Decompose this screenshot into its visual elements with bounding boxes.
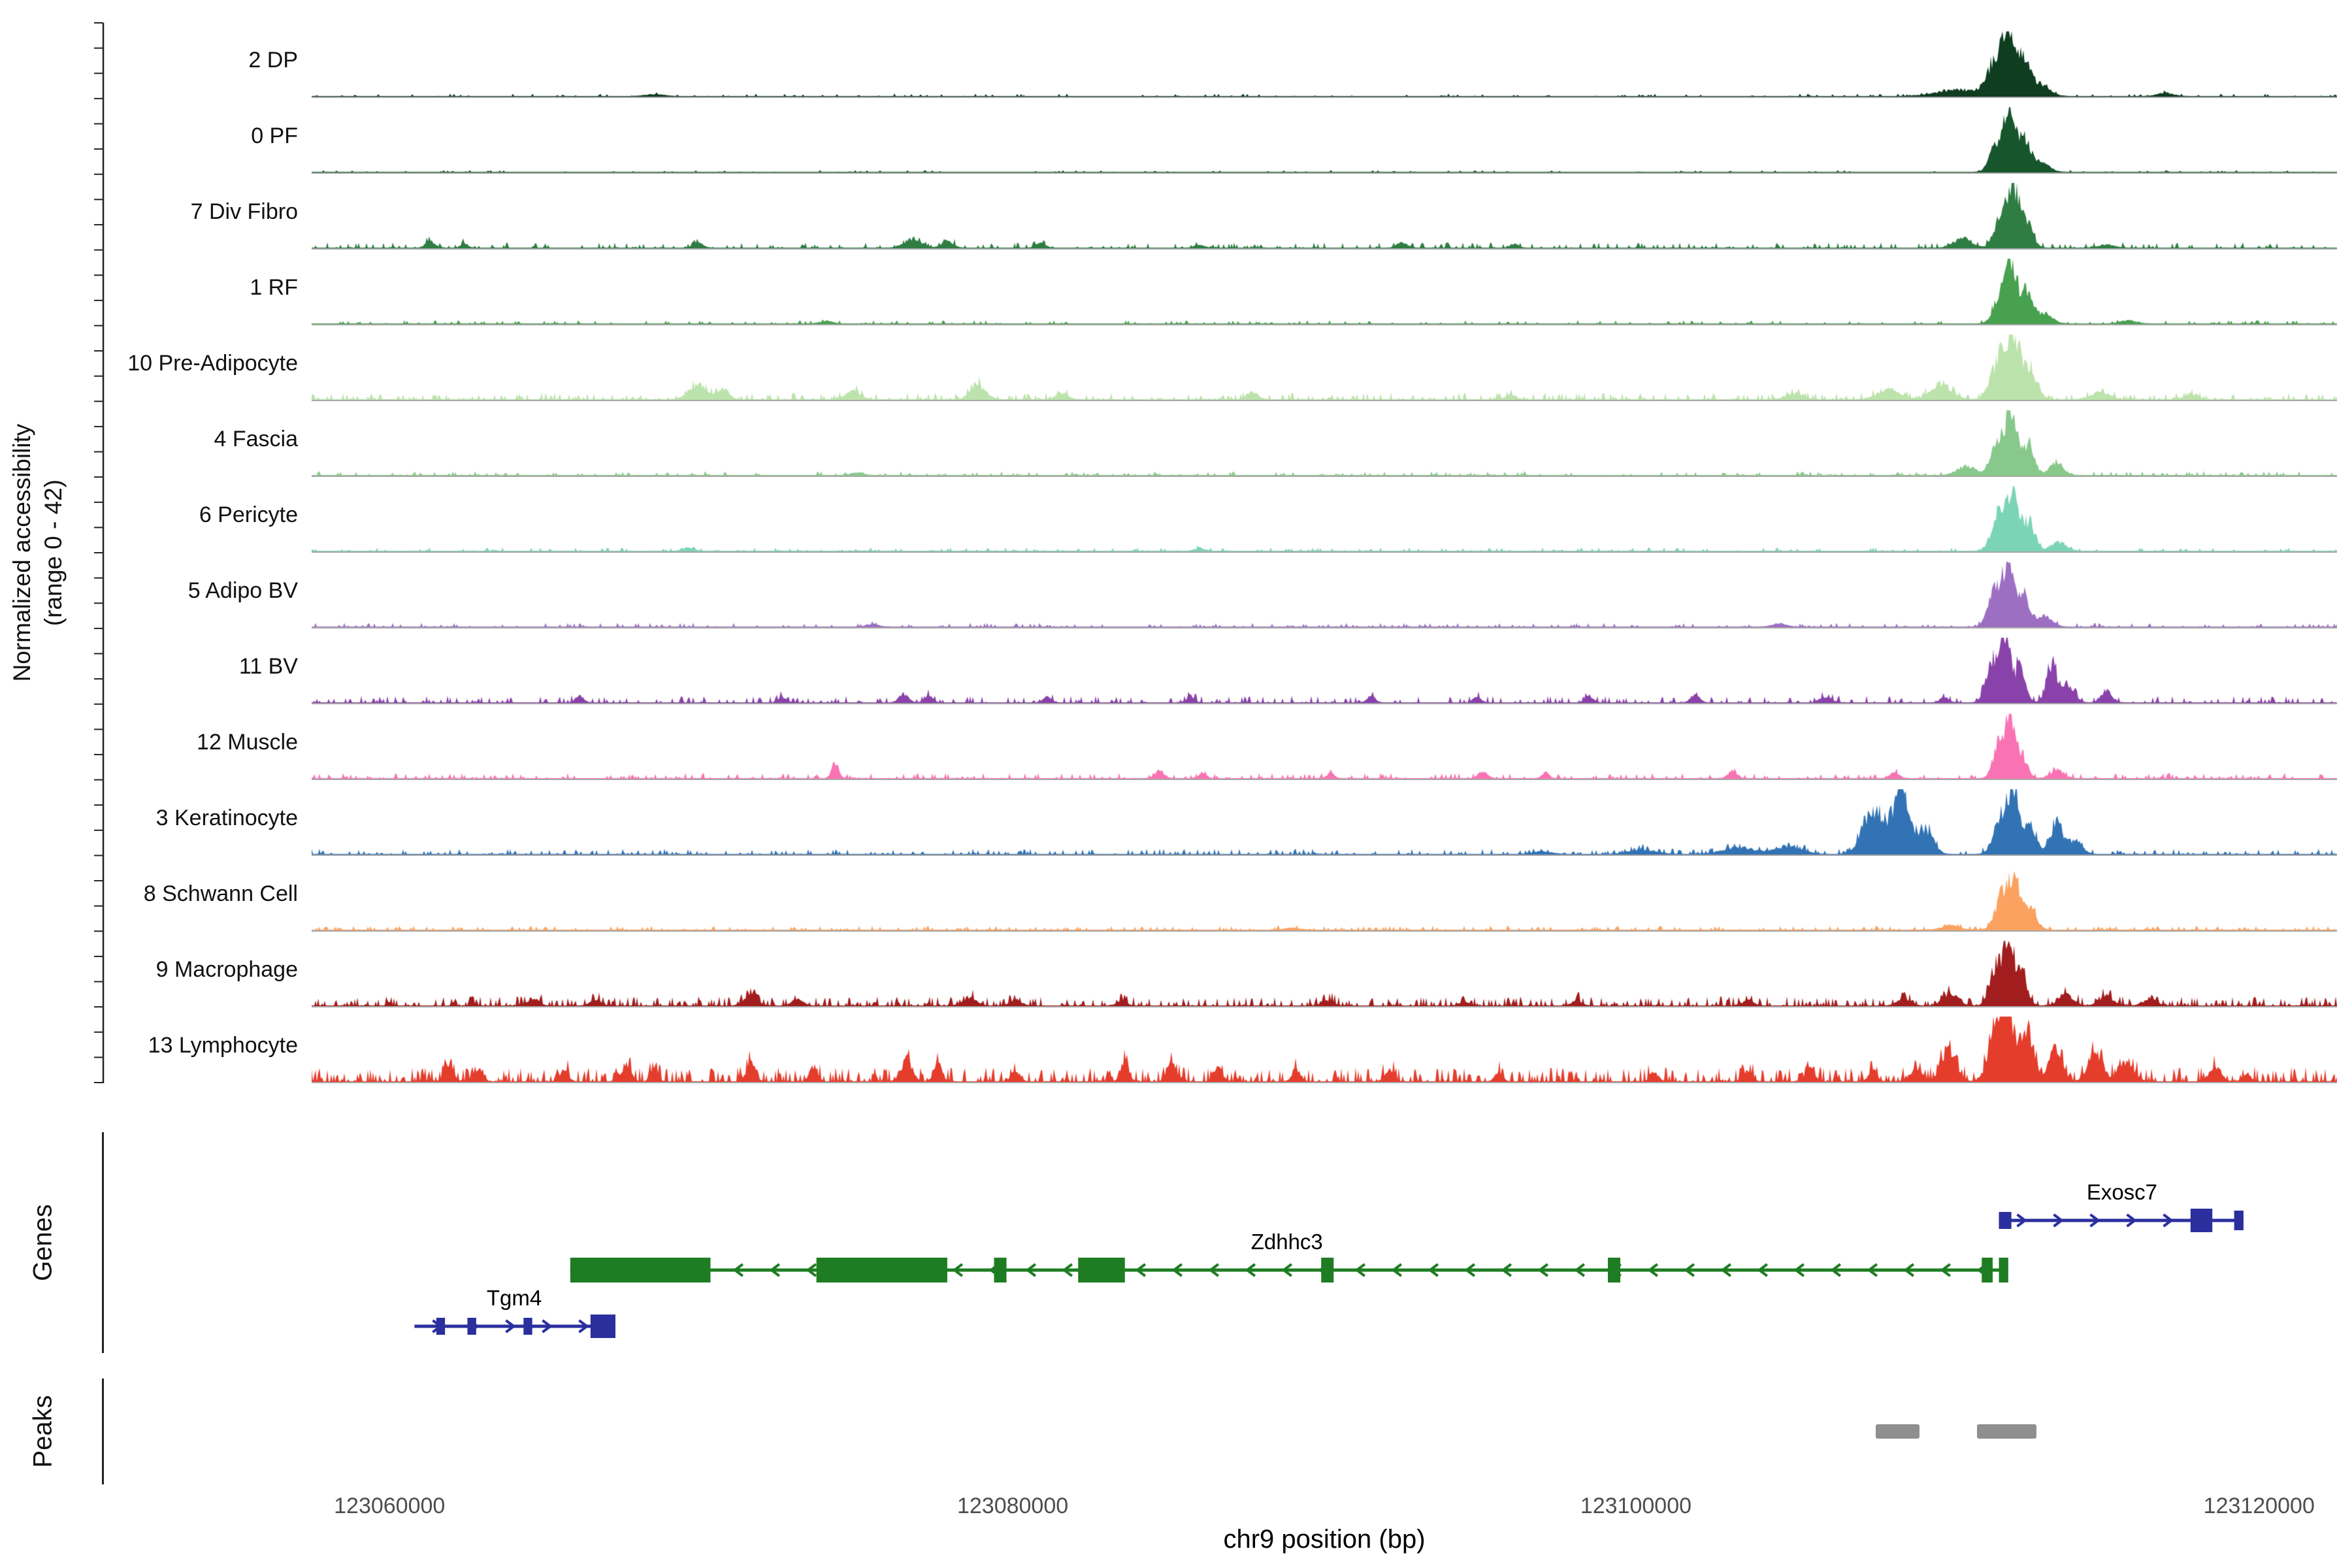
x-axis-ticks: 123060000 123080000 123100000 123120000 bbox=[312, 1494, 2337, 1521]
track-label: 0 PF bbox=[251, 123, 298, 148]
track-signal-canvas bbox=[312, 561, 2337, 627]
x-tick-label: 123080000 bbox=[956, 1494, 1069, 1518]
svg-text:Tgm4: Tgm4 bbox=[487, 1286, 542, 1310]
track-label: 10 Pre-Adipocyte bbox=[127, 351, 298, 376]
track-signal-canvas bbox=[312, 182, 2337, 248]
peaks-section-label: Peaks bbox=[28, 1395, 57, 1468]
track-signal-canvas bbox=[312, 257, 2337, 324]
track-label: 7 Div Fibro bbox=[190, 199, 298, 224]
track-plot bbox=[312, 401, 2337, 477]
track-label: 4 Fascia bbox=[214, 427, 299, 451]
track-plot bbox=[312, 477, 2337, 553]
genes-section-label: Genes bbox=[28, 1204, 57, 1281]
track-row: 11 BV bbox=[0, 629, 2337, 704]
track-row: 1 RF bbox=[0, 250, 2337, 325]
track-signal-canvas bbox=[312, 409, 2337, 476]
track-label: 9 Macrophage bbox=[155, 957, 298, 982]
peaks-axis-line bbox=[102, 1379, 104, 1484]
track-label: 5 Adipo BV bbox=[188, 578, 298, 603]
track-row: 10 Pre-Adipocyte bbox=[0, 325, 2337, 401]
track-signal-canvas bbox=[312, 636, 2337, 703]
track-signal-canvas bbox=[312, 106, 2337, 172]
svg-text:Zdhhc3: Zdhhc3 bbox=[1251, 1230, 1323, 1254]
track-plot bbox=[312, 932, 2337, 1007]
track-label: 2 DP bbox=[248, 48, 298, 73]
tracks-area: 2 DP 0 PF 7 Div Fibro 1 RF 10 Pre-Adipocyte 4… bbox=[0, 22, 2337, 1083]
track-label: 1 RF bbox=[250, 275, 298, 300]
svg-text:Exosc7: Exosc7 bbox=[2087, 1180, 2157, 1204]
track-row: 3 Keratinocyte bbox=[0, 780, 2337, 856]
y-axis bbox=[94, 22, 105, 1083]
peak-region bbox=[1977, 1424, 2036, 1439]
track-plot bbox=[312, 325, 2337, 401]
track-label: 6 Pericyte bbox=[199, 502, 298, 527]
track-row: 4 Fascia bbox=[0, 401, 2337, 477]
track-label: 12 Muscle bbox=[197, 730, 298, 755]
track-row: 12 Muscle bbox=[0, 704, 2337, 780]
track-row: 7 Div Fibro bbox=[0, 174, 2337, 250]
track-row: 6 Pericyte bbox=[0, 477, 2337, 553]
track-row: 0 PF bbox=[0, 98, 2337, 174]
genes-svg: Exosc7 Zdhhc3 Tgm4 bbox=[414, 1180, 2244, 1338]
track-label: 3 Keratinocyte bbox=[155, 806, 298, 830]
track-plot bbox=[312, 174, 2337, 250]
x-tick-label: 123060000 bbox=[334, 1494, 446, 1518]
track-plot bbox=[312, 22, 2337, 98]
track-row: 9 Macrophage bbox=[0, 932, 2337, 1007]
track-plot bbox=[312, 553, 2337, 629]
track-row: 13 Lymphocyte bbox=[0, 1007, 2337, 1083]
track-signal-canvas bbox=[312, 712, 2337, 779]
genes-axis-line bbox=[102, 1132, 104, 1353]
track-row: 2 DP bbox=[0, 22, 2337, 98]
track-label: 8 Schwann Cell bbox=[143, 881, 298, 906]
x-tick-label: 123100000 bbox=[1580, 1494, 1692, 1518]
track-signal-canvas bbox=[312, 864, 2337, 930]
track-row: 5 Adipo BV bbox=[0, 553, 2337, 629]
track-plot bbox=[312, 629, 2337, 704]
peak-region bbox=[1876, 1424, 1919, 1439]
track-signal-canvas bbox=[312, 788, 2337, 855]
track-label: 11 BV bbox=[238, 654, 298, 679]
track-signal-canvas bbox=[312, 30, 2337, 97]
x-axis-title: chr9 position (bp) bbox=[1223, 1525, 1426, 1554]
track-signal-canvas bbox=[312, 1015, 2337, 1082]
track-plot bbox=[312, 1007, 2337, 1083]
track-plot bbox=[312, 856, 2337, 932]
track-signal-canvas bbox=[312, 939, 2337, 1006]
track-plot bbox=[312, 98, 2337, 174]
x-tick-label: 123120000 bbox=[2203, 1494, 2315, 1518]
track-signal-canvas bbox=[312, 485, 2337, 551]
track-label: 13 Lymphocyte bbox=[148, 1033, 298, 1058]
track-signal-canvas bbox=[312, 333, 2337, 400]
track-plot bbox=[312, 704, 2337, 780]
track-plot bbox=[312, 250, 2337, 325]
track-row: 8 Schwann Cell bbox=[0, 856, 2337, 932]
track-plot bbox=[312, 780, 2337, 856]
